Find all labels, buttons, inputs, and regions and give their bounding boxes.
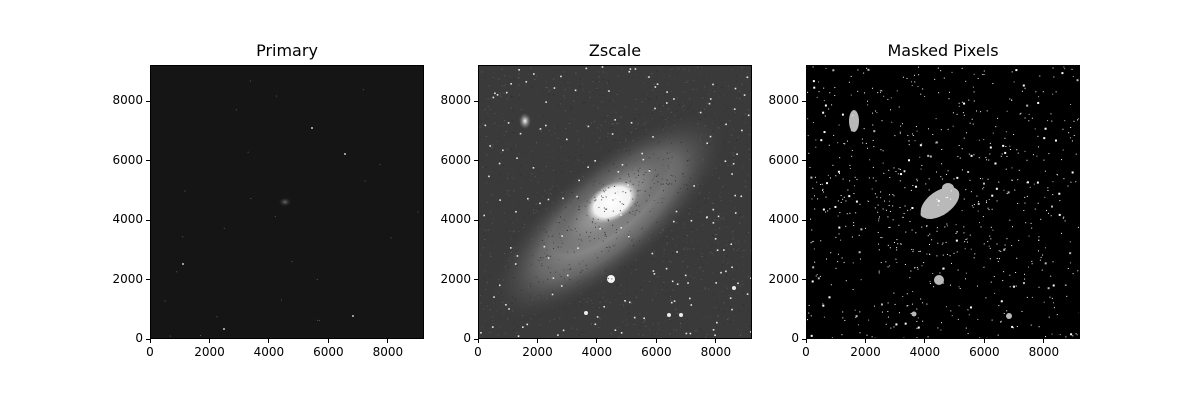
image-axes (150, 65, 424, 339)
x-tick-label: 8000 (1028, 345, 1060, 359)
y-tick-mark (802, 338, 806, 340)
x-tick-mark (536, 339, 538, 343)
y-tick-label: 0 (463, 331, 471, 345)
x-tick-mark (149, 339, 151, 343)
y-tick-mark (146, 338, 150, 340)
image-axes (478, 65, 752, 339)
primary-image (151, 66, 423, 338)
y-tick-label: 6000 (768, 152, 799, 167)
x-tick-label: 6000 (313, 345, 344, 359)
x-tick-label: 4000 (581, 345, 613, 359)
x-tick-mark (805, 339, 807, 343)
y-tick-mark (474, 338, 478, 340)
x-tick-mark (208, 339, 210, 343)
y-tick-mark (802, 160, 806, 162)
y-tick-label: 0 (135, 331, 143, 345)
y-tick-mark (146, 219, 150, 221)
x-tick-label: 0 (146, 345, 154, 359)
y-tick-label: 4000 (440, 212, 471, 227)
panel-title: Masked Pixels (887, 41, 999, 60)
x-tick-label: 4000 (909, 345, 941, 359)
image-axes (806, 65, 1080, 339)
x-tick-label: 0 (474, 345, 482, 359)
y-tick-label: 8000 (112, 93, 143, 108)
y-tick-mark (802, 100, 806, 102)
x-tick-label: 2000 (522, 345, 553, 359)
x-tick-mark (864, 339, 866, 343)
y-tick-mark (146, 279, 150, 281)
x-tick-label: 0 (802, 345, 810, 359)
y-tick-label: 6000 (112, 152, 143, 167)
x-tick-label: 8000 (700, 345, 732, 359)
y-tick-mark (474, 279, 478, 281)
x-tick-mark (268, 339, 270, 343)
x-tick-mark (596, 339, 598, 343)
y-tick-mark (474, 160, 478, 162)
x-tick-label: 4000 (253, 345, 285, 359)
x-tick-mark (1043, 339, 1045, 343)
x-tick-label: 8000 (372, 345, 404, 359)
x-tick-mark (477, 339, 479, 343)
y-tick-label: 8000 (768, 93, 799, 108)
zscale-image (479, 66, 751, 338)
y-tick-mark (802, 279, 806, 281)
y-tick-label: 0 (791, 331, 799, 345)
y-tick-mark (146, 160, 150, 162)
panel-title: Primary (256, 41, 318, 60)
x-tick-mark (983, 339, 985, 343)
y-tick-label: 4000 (112, 212, 143, 227)
y-tick-label: 6000 (440, 152, 471, 167)
x-tick-mark (327, 339, 329, 343)
panel-title: Zscale (588, 41, 642, 60)
y-tick-mark (474, 219, 478, 221)
y-tick-label: 2000 (768, 271, 799, 286)
x-tick-mark (715, 339, 717, 343)
x-tick-label: 6000 (969, 345, 1000, 359)
y-tick-mark (474, 100, 478, 102)
x-tick-label: 2000 (194, 345, 225, 359)
y-tick-label: 2000 (440, 271, 471, 286)
x-tick-mark (387, 339, 389, 343)
y-tick-label: 8000 (440, 93, 471, 108)
x-tick-label: 6000 (641, 345, 672, 359)
y-tick-mark (146, 100, 150, 102)
y-tick-label: 4000 (768, 212, 799, 227)
x-tick-label: 2000 (850, 345, 881, 359)
masked-image (807, 66, 1079, 338)
x-tick-mark (924, 339, 926, 343)
x-tick-mark (655, 339, 657, 343)
y-tick-mark (802, 219, 806, 221)
y-tick-label: 2000 (112, 271, 143, 286)
